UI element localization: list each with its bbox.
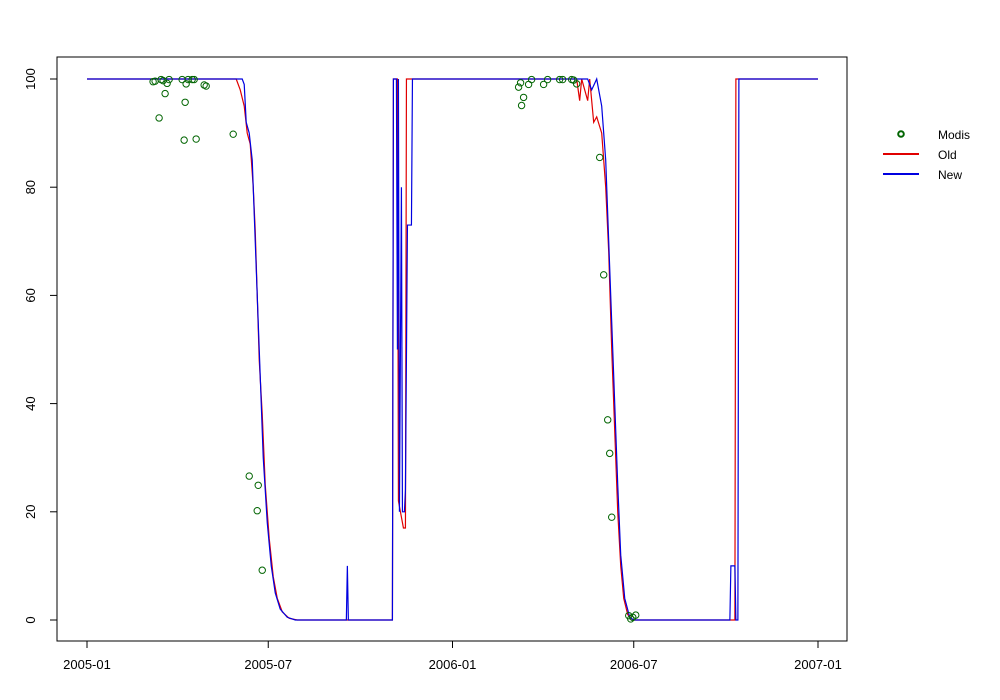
- modis-point: [539, 80, 548, 89]
- modis-point: [572, 80, 581, 88]
- y-tick-label: 80: [23, 180, 38, 194]
- modis-point: [245, 472, 253, 480]
- modis-point: [527, 75, 536, 84]
- x-tick-label: 2005-01: [63, 657, 111, 672]
- modis-point: [229, 130, 237, 138]
- x-tick-label: 2005-07: [244, 657, 292, 672]
- modis-point: [519, 93, 528, 102]
- y-tick-label: 0: [23, 616, 38, 623]
- modis-point: [517, 101, 526, 110]
- legend-symbol-modis: [897, 130, 905, 138]
- modis-point: [608, 513, 616, 521]
- y-tick-label: 20: [23, 505, 38, 519]
- modis-point: [182, 80, 190, 88]
- modis-point: [161, 89, 169, 98]
- modis-point: [202, 82, 210, 90]
- plot-frame: [56, 56, 848, 642]
- modis-point: [604, 416, 612, 424]
- modis-point: [188, 75, 196, 84]
- modis-point: [181, 98, 189, 106]
- modis-point: [258, 566, 266, 574]
- y-tick-label: 40: [23, 396, 38, 410]
- x-axis: 2005-01 2005-07 2006-01 2006-07 2007-01: [63, 640, 842, 672]
- modis-point: [165, 75, 173, 84]
- legend-label-modis: Modis: [938, 128, 970, 142]
- y-tick-label: 60: [23, 288, 38, 302]
- legend-label-old: Old: [938, 148, 957, 162]
- modis-point: [253, 507, 261, 515]
- series-line-new: [87, 77, 818, 621]
- y-axis: 0 20 40 60 80 100: [23, 68, 58, 624]
- legend-label-new: New: [938, 168, 962, 182]
- modis-point: [596, 153, 604, 162]
- modis-point: [600, 271, 608, 279]
- modis-point: [180, 136, 188, 144]
- modis-point: [163, 79, 171, 88]
- modis-point: [155, 114, 163, 122]
- series-layer: [87, 75, 818, 623]
- modis-point: [558, 75, 567, 84]
- modis-point: [606, 449, 614, 458]
- y-tick-label: 100: [23, 68, 38, 90]
- x-tick-label: 2007-01: [794, 657, 842, 672]
- series-line-old: [87, 78, 818, 621]
- modis-point: [543, 75, 552, 84]
- modis-point: [514, 83, 523, 91]
- modis-point: [555, 75, 564, 84]
- x-tick-label: 2006-01: [429, 657, 477, 672]
- legend: Modis Old New: [883, 128, 970, 182]
- modis-point: [254, 481, 262, 489]
- modis-point: [516, 79, 525, 87]
- modis-point: [627, 615, 635, 623]
- modis-point: [190, 75, 198, 84]
- modis-point: [632, 611, 640, 619]
- x-tick-label: 2006-07: [610, 657, 658, 672]
- modis-point: [192, 135, 200, 143]
